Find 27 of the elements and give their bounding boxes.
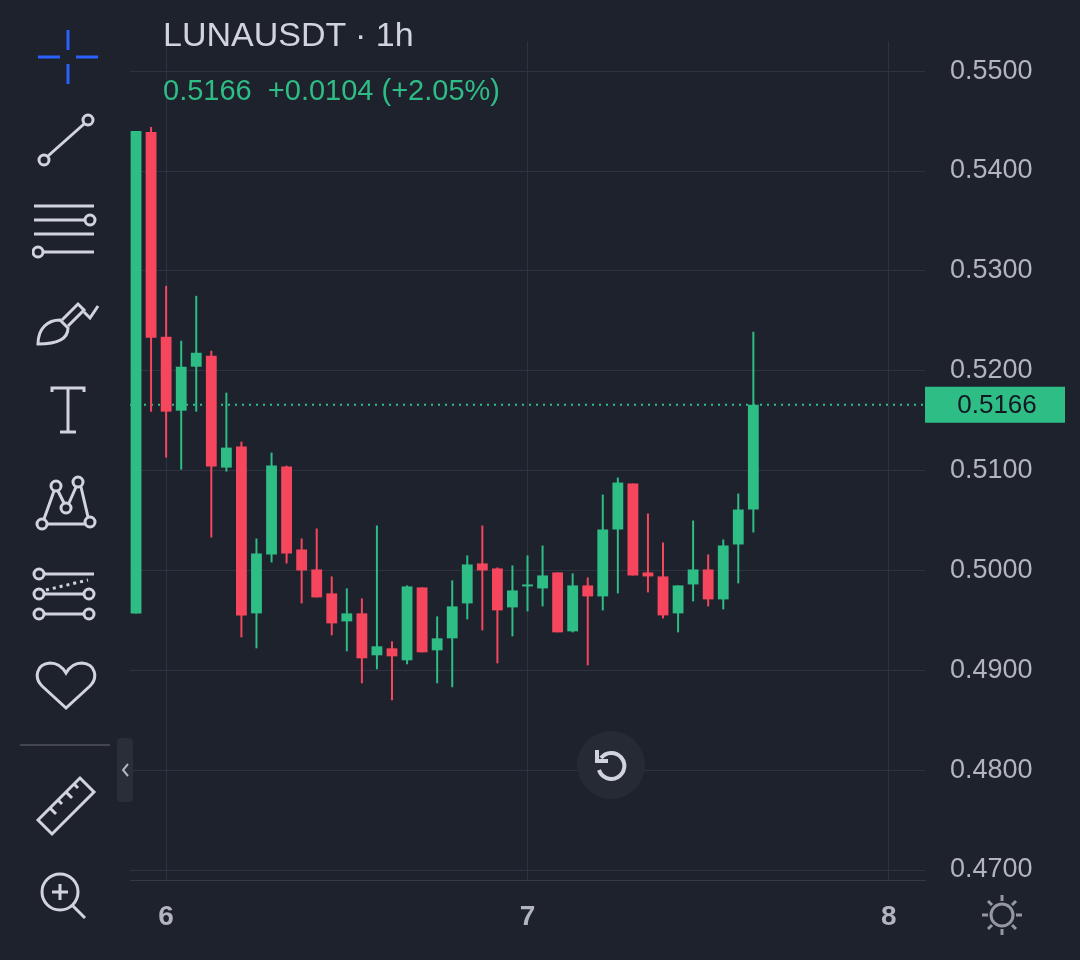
y-tick-label: 0.5000 — [950, 553, 1033, 584]
candlestick — [386, 640, 398, 702]
y-tick-label: 0.5300 — [950, 254, 1033, 285]
y-tick-label: 0.4800 — [950, 753, 1033, 784]
candlestick — [371, 524, 383, 671]
y-tick-label: 0.5100 — [950, 454, 1033, 485]
candlestick — [431, 615, 443, 685]
y-tick-label: 0.5200 — [950, 354, 1033, 385]
candlestick — [507, 564, 518, 638]
candlestick — [537, 544, 548, 608]
y-tick-label: 0.4900 — [950, 653, 1033, 684]
candlestick — [642, 512, 654, 594]
candlestick — [476, 524, 488, 632]
ref-line-label: 0.5166 — [957, 388, 1037, 419]
y-tick-label: 0.5400 — [950, 154, 1033, 185]
candlestick — [522, 554, 533, 613]
text: 0.5166 +0.0104 (+2.05%) — [163, 74, 500, 106]
chart-title: LUNAUSDT · 1h — [163, 15, 414, 53]
x-tick-label: 6 — [158, 899, 174, 931]
candlestick — [582, 576, 594, 667]
candlestick — [296, 537, 308, 605]
candlestick — [687, 519, 699, 603]
x-tick-label: 8 — [881, 899, 897, 931]
y-tick-label: 0.4700 — [950, 853, 1033, 884]
x-tick-label: 7 — [519, 899, 536, 931]
candlestick — [341, 587, 353, 653]
y-tick-label: 0.5500 — [950, 54, 1033, 85]
